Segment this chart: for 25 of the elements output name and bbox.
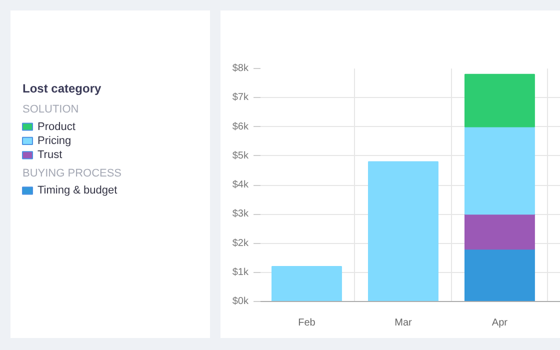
y-tick-label: $4k: [232, 180, 250, 190]
legend-label: Timing & budget: [38, 184, 118, 197]
text: BUYING PROCESS: [22, 168, 122, 180]
legend-title: Lost category: [22, 81, 102, 96]
bar: [368, 161, 438, 302]
y-tick-label: $2k: [232, 238, 250, 249]
y-tick-label: $6k: [232, 121, 250, 132]
bar: [272, 266, 342, 302]
legend-label: Trust: [38, 149, 62, 162]
bar: [464, 214, 535, 250]
y-tick-label: $8k: [232, 63, 250, 74]
bar: [464, 248, 535, 302]
y-tick-label: $5k: [232, 150, 250, 162]
x-tick-label: Apr: [492, 318, 508, 328]
text: SOLUTION: [22, 104, 79, 116]
y-tick-label: $0k: [232, 296, 250, 307]
x-tick-label: Mar: [394, 318, 413, 328]
legend-label: Pricing: [38, 134, 72, 147]
y-tick-label: $3k: [232, 208, 250, 220]
x-tick-label: Feb: [298, 318, 316, 328]
y-tick-label: $7k: [232, 92, 250, 104]
bar: [464, 126, 535, 215]
legend-label: Product: [38, 120, 76, 133]
y-tick-label: $1k: [232, 266, 250, 278]
bar: [464, 74, 535, 128]
